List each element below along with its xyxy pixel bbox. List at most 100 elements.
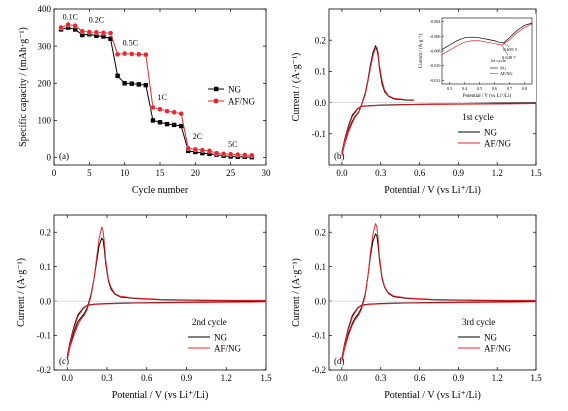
- data-point-ng: [65, 25, 71, 30]
- y-tick-label: 0.2: [315, 35, 326, 45]
- x-tick-label: 0.9: [453, 373, 465, 383]
- data-point-af-ng: [65, 21, 71, 28]
- y-tick-label: 0.1: [315, 262, 326, 272]
- y-tick-label: 200: [38, 78, 52, 88]
- y-tick-label: 300: [38, 41, 52, 51]
- legend-marker: [214, 86, 219, 92]
- inset-legend-label: NG: [500, 66, 506, 71]
- x-tick-label: 0.6: [414, 168, 426, 178]
- inset-background: [414, 14, 536, 102]
- data-point-af-ng: [136, 51, 142, 58]
- data-point-af-ng: [192, 146, 199, 153]
- legend-label: NG: [484, 333, 497, 343]
- y-tick-label: 0.0: [315, 98, 327, 108]
- plot-frame: [53, 214, 267, 371]
- inset-annotation-label: 0.649 7: [502, 55, 516, 60]
- x-tick-label: 0.3: [375, 373, 387, 383]
- x-tick-label: 10: [120, 168, 130, 178]
- data-point-ng: [150, 118, 156, 123]
- data-point-af-ng: [235, 151, 241, 158]
- x-axis-label: Potential / V (vs Li⁺/Li): [112, 390, 209, 401]
- inset-x-axis-label: Potential / V (vs Li⁺/Li): [463, 93, 512, 99]
- rate-label: 2C: [193, 132, 202, 141]
- data-point-af-ng: [213, 150, 220, 156]
- plot-frame: [328, 214, 537, 371]
- y-tick-label: 100: [38, 116, 52, 126]
- y-axis-label: Current / (A·g⁻¹): [16, 258, 27, 327]
- y-axis-label: Current / (A·g⁻¹): [291, 258, 302, 327]
- data-point-af-ng: [72, 23, 78, 29]
- inset-y-tick-label: -0.008: [430, 49, 441, 54]
- data-point-ng: [207, 151, 212, 157]
- x-axis-label: Potential / V (vs Li⁺/Li): [384, 390, 481, 401]
- x-tick-label: 25: [226, 168, 236, 178]
- data-point-ng: [200, 150, 205, 156]
- x-tick-label: 1.5: [530, 373, 542, 383]
- panel-label: (c): [59, 356, 69, 366]
- y-tick-label: -0.1: [312, 129, 326, 139]
- x-tick-label: 0.9: [181, 373, 193, 383]
- y-tick-label: 0.2: [40, 227, 51, 237]
- series-line-af-ng: [341, 46, 537, 156]
- rate-label: 0.5C: [123, 38, 138, 47]
- x-tick-label: 1.2: [492, 373, 503, 383]
- data-point-af-ng: [93, 29, 100, 36]
- x-tick-label: 0.9: [453, 168, 465, 178]
- data-point-af-ng: [249, 152, 255, 159]
- data-point-af-ng: [58, 24, 64, 31]
- inset-y-tick-label: -0.012: [430, 78, 441, 83]
- legend-label: AF/NG: [214, 344, 242, 354]
- inset-legend-label: AF/NG: [500, 71, 513, 76]
- x-tick-label: 0.3: [101, 373, 113, 383]
- legend-label: NG: [228, 85, 241, 95]
- y-tick-label: 0.0: [40, 296, 52, 306]
- data-point-ng: [129, 81, 134, 86]
- series-line-af-ng: [341, 223, 537, 362]
- y-tick-label: 400: [38, 4, 52, 14]
- x-axis-label: Potential / V (vs Li⁺/Li): [384, 185, 481, 196]
- inset-x-tick-label: 0.5: [477, 86, 482, 91]
- data-point-ng: [101, 34, 106, 39]
- inset-annotation-arrow: [501, 45, 509, 56]
- rate-label: 5C: [228, 140, 237, 149]
- x-tick-label: 0.0: [336, 168, 348, 178]
- y-tick-label: 0.1: [40, 262, 51, 272]
- inset-x-tick-label: 0.3: [447, 86, 452, 91]
- x-tick-label: 0.0: [336, 373, 348, 383]
- data-point-ng: [171, 122, 177, 128]
- x-tick-label: 1.2: [492, 168, 503, 178]
- inset-y-axis-label: Current / (A·g⁻¹): [418, 33, 424, 68]
- data-point-af-ng: [185, 145, 191, 151]
- legend-marker: [213, 98, 219, 104]
- legend-label: AF/NG: [228, 97, 256, 107]
- panel-label: (d): [334, 356, 345, 366]
- data-point-af-ng: [150, 104, 156, 111]
- inset-legend-title: 1st cycle: [490, 58, 506, 63]
- y-tick-label: 0.1: [315, 67, 326, 77]
- y-tick-label: 0.0: [315, 296, 327, 306]
- rate-label: 0.2C: [89, 15, 104, 24]
- inset-y-tick-label: -0.010: [430, 63, 441, 68]
- y-tick-label: 0: [47, 153, 52, 163]
- legend-label: AF/NG: [484, 139, 512, 149]
- x-tick-label: 5: [87, 168, 92, 178]
- panel-label: (b): [334, 151, 345, 161]
- inset-chart: 0.3 0.4 0.5 0.6 0.7 0.8 -0.004 -0.006 -0.008 -0.0…: [414, 14, 536, 102]
- inset-series-line: [441, 23, 533, 55]
- inset-x-tick-label: 0.6: [492, 86, 497, 91]
- data-point-ng: [94, 33, 99, 38]
- data-point-af-ng: [79, 28, 85, 34]
- data-point-af-ng: [220, 151, 227, 157]
- rate-label: 0.1C: [63, 12, 78, 21]
- inset-annotation-label: 0.659 3: [503, 47, 517, 52]
- x-tick-label: 20: [191, 168, 201, 178]
- data-point-af-ng: [199, 147, 206, 153]
- y-axis-label: Current / (A·g⁻¹): [291, 53, 302, 122]
- y-tick-label: -0.1: [37, 331, 51, 341]
- y-tick-label: 0.2: [315, 227, 326, 237]
- inset-x-tick-label: 0.7: [507, 86, 512, 91]
- cycle-label: 1st cycle: [462, 112, 494, 122]
- legend-label: AF/NG: [484, 344, 512, 354]
- inset-y-tick-label: -0.006: [430, 34, 441, 39]
